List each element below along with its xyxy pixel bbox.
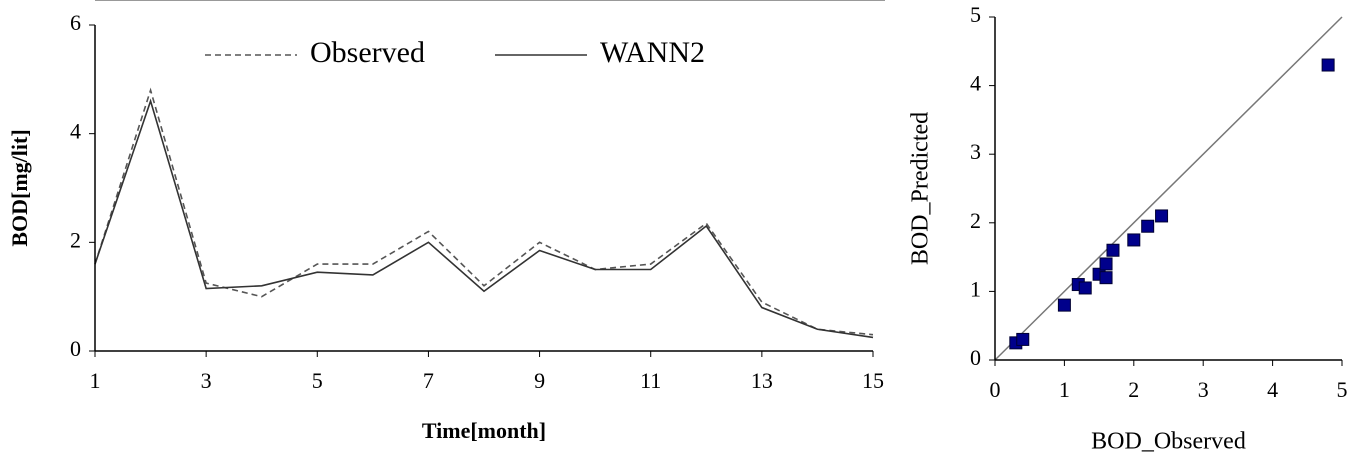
- x-tick-label: 3: [1198, 377, 1209, 402]
- scatter-point: [1057, 298, 1071, 312]
- y-tick-label: 0: [970, 345, 981, 370]
- legend-label: WANN2: [600, 36, 705, 69]
- y-tick-label: 2: [70, 227, 81, 252]
- scatter-point: [1106, 243, 1120, 257]
- x-tick-label: 0: [990, 377, 1001, 402]
- scatter-point: [1155, 209, 1169, 223]
- x-axis-label: BOD_Observed: [1091, 429, 1246, 455]
- scatter-point: [1078, 281, 1092, 295]
- x-tick-label: 9: [534, 368, 545, 393]
- y-tick-label: 3: [970, 139, 981, 164]
- scatter-point: [1099, 257, 1113, 271]
- x-tick-label: 13: [751, 368, 773, 393]
- x-tick-label: 5: [1337, 377, 1348, 402]
- scatter-point: [1099, 271, 1113, 285]
- scatter-point: [1016, 332, 1030, 346]
- x-axis-label: Time[month]: [422, 418, 546, 443]
- x-tick-label: 1: [90, 368, 101, 393]
- x-tick-label: 2: [1128, 377, 1139, 402]
- y-axis-label: BOD[mg/lit]: [7, 129, 32, 246]
- scatter-point: [1141, 219, 1155, 233]
- legend-label: Observed: [310, 36, 425, 69]
- x-tick-label: 11: [640, 368, 661, 393]
- x-tick-label: 5: [312, 368, 323, 393]
- y-tick-label: 4: [70, 119, 81, 144]
- x-tick-label: 7: [423, 368, 434, 393]
- scatter-point: [1321, 58, 1335, 72]
- x-tick-label: 1: [1059, 377, 1070, 402]
- series-line: [94, 98, 874, 339]
- scatter-point: [1127, 233, 1141, 247]
- y-tick-label: 2: [970, 208, 981, 233]
- y-tick-label: 0: [70, 336, 81, 361]
- y-axis-label: BOD_Predicted: [908, 112, 934, 265]
- x-tick-label: 4: [1267, 377, 1278, 402]
- y-tick-label: 6: [70, 10, 81, 35]
- x-tick-label: 3: [201, 368, 212, 393]
- x-tick-label: 15: [862, 368, 884, 393]
- diagonal-line: [994, 16, 1343, 361]
- y-tick-label: 1: [970, 276, 981, 301]
- y-tick-label: 5: [970, 2, 981, 27]
- y-tick-label: 4: [970, 71, 981, 96]
